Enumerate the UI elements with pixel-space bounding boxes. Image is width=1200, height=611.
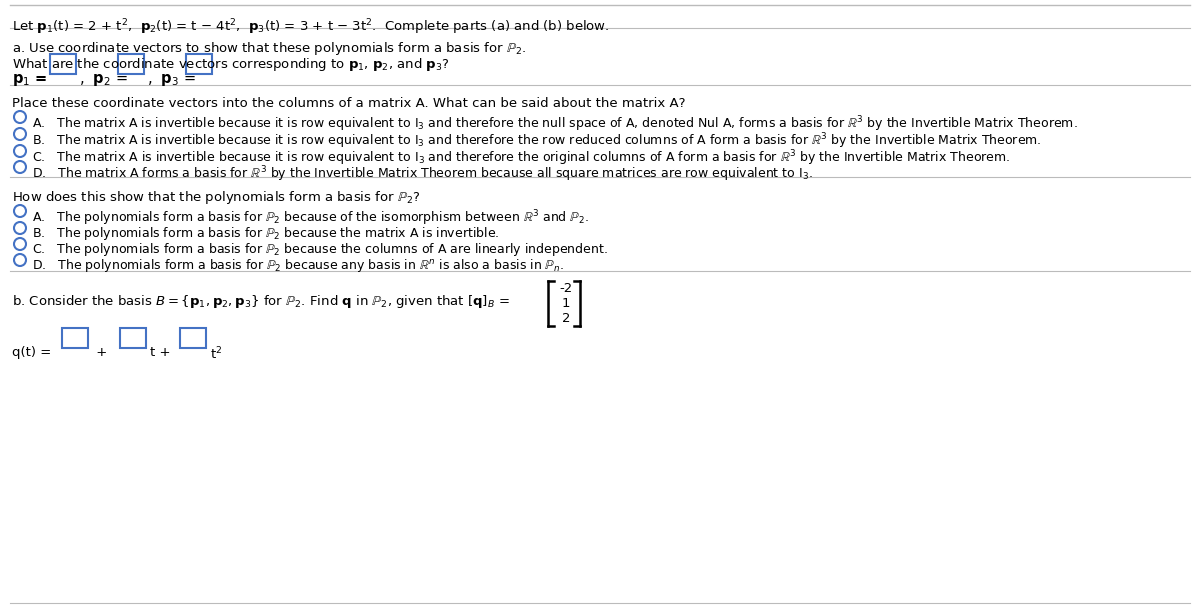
Text: C.   The polynomials form a basis for $\mathbb{P}_2$ because the columns of A ar: C. The polynomials form a basis for $\ma… xyxy=(32,241,608,258)
Text: a. Use coordinate vectors to show that these polynomials form a basis for $\math: a. Use coordinate vectors to show that t… xyxy=(12,40,527,57)
Text: B.   The matrix A is invertible because it is row equivalent to I$_3$ and theref: B. The matrix A is invertible because it… xyxy=(32,131,1042,150)
Text: -2: -2 xyxy=(559,282,572,295)
Text: ,  $\mathbf{p}_2$ =: , $\mathbf{p}_2$ = xyxy=(79,72,130,88)
Bar xyxy=(120,328,146,348)
Bar xyxy=(186,54,212,74)
Text: B.   The polynomials form a basis for $\mathbb{P}_2$ because the matrix A is inv: B. The polynomials form a basis for $\ma… xyxy=(32,225,499,242)
Text: 2: 2 xyxy=(562,312,570,325)
Bar xyxy=(62,328,88,348)
Bar xyxy=(118,54,144,74)
Text: C.   The matrix A is invertible because it is row equivalent to I$_3$ and theref: C. The matrix A is invertible because it… xyxy=(32,148,1010,167)
Text: $\mathbf{p}_1$ =: $\mathbf{p}_1$ = xyxy=(12,72,49,88)
Text: A.   The matrix A is invertible because it is row equivalent to I$_3$ and theref: A. The matrix A is invertible because it… xyxy=(32,114,1078,134)
Text: 1: 1 xyxy=(562,297,570,310)
Text: q(t) =: q(t) = xyxy=(12,346,55,359)
Text: A.   The polynomials form a basis for $\mathbb{P}_2$ because of the isomorphism : A. The polynomials form a basis for $\ma… xyxy=(32,208,589,228)
Bar xyxy=(180,328,206,348)
Text: Place these coordinate vectors into the columns of a matrix A. What can be said : Place these coordinate vectors into the … xyxy=(12,97,685,110)
Text: What are the coordinate vectors corresponding to $\mathbf{p}_1$, $\mathbf{p}_2$,: What are the coordinate vectors correspo… xyxy=(12,56,450,73)
Text: Let $\mathbf{p}_1$(t) = 2 + t$^2$,  $\mathbf{p}_2$(t) = t $-$ 4t$^2$,  $\mathbf{: Let $\mathbf{p}_1$(t) = 2 + t$^2$, $\mat… xyxy=(12,17,610,37)
Text: D.   The polynomials form a basis for $\mathbb{P}_2$ because any basis in $\math: D. The polynomials form a basis for $\ma… xyxy=(32,257,564,274)
Text: b. Consider the basis $B = \{\mathbf{p}_1, \mathbf{p}_2, \mathbf{p}_3\}$ for $\m: b. Consider the basis $B = \{\mathbf{p}_… xyxy=(12,293,510,310)
Text: ,  $\mathbf{p}_3$ =: , $\mathbf{p}_3$ = xyxy=(148,72,198,88)
Text: t$^2$: t$^2$ xyxy=(210,346,222,362)
Bar xyxy=(50,54,76,74)
Text: How does this show that the polynomials form a basis for $\mathbb{P}_2$?: How does this show that the polynomials … xyxy=(12,189,420,206)
Text: t +: t + xyxy=(150,346,179,359)
Text: D.   The matrix A forms a basis for $\mathbb{R}^3$ by the Invertible Matrix Theo: D. The matrix A forms a basis for $\math… xyxy=(32,164,812,183)
Text: +: + xyxy=(92,346,115,359)
